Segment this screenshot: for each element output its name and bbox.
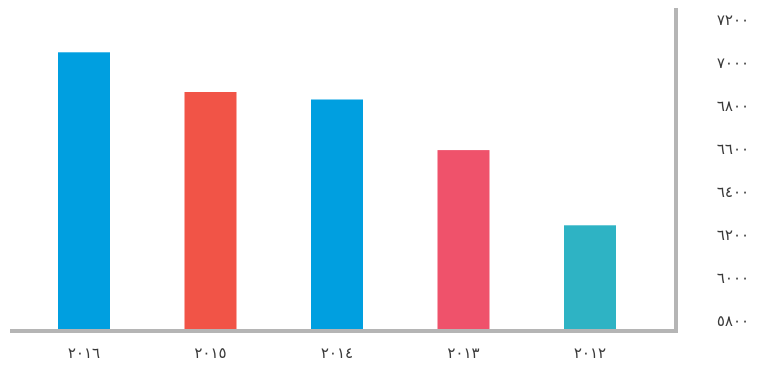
x-tick-label: ٢٠١٥ bbox=[194, 344, 226, 362]
x-tick-label: ٢٠١٦ bbox=[68, 344, 100, 362]
x-category-labels: ٢٠١٦ ٢٠١٥ ٢٠١٤ ٢٠١٣ ٢٠١٢ bbox=[68, 344, 606, 362]
y-tick-label: ٥٨٠٠ bbox=[717, 312, 749, 330]
x-tick-label: ٢٠١٢ bbox=[574, 344, 606, 362]
bar-2 bbox=[311, 99, 363, 329]
y-axis-line bbox=[674, 8, 678, 333]
bar-3 bbox=[437, 150, 490, 329]
x-axis-line bbox=[10, 329, 678, 333]
x-tick-label: ٢٠١٣ bbox=[447, 344, 479, 362]
y-tick-label: ٧٢٠٠ bbox=[717, 11, 749, 29]
x-tick-label: ٢٠١٤ bbox=[321, 344, 353, 362]
y-tick-label: ٦٨٠٠ bbox=[717, 97, 749, 115]
y-tick-label: ٦٤٠٠ bbox=[717, 183, 749, 201]
bar-0 bbox=[58, 52, 110, 330]
y-tick-label: ٧٠٠٠ bbox=[717, 54, 749, 72]
axes-layer bbox=[10, 8, 678, 333]
y-tick-labels: ٥٨٠٠ ٦٠٠٠ ٦٢٠٠ ٦٤٠٠ ٦٦٠٠ ٦٨٠٠ ٧٠٠٠ ٧٢٠٠ bbox=[717, 11, 749, 330]
y-tick-label: ٦٠٠٠ bbox=[717, 269, 749, 287]
y-tick-label: ٦٦٠٠ bbox=[717, 140, 749, 158]
bar-1 bbox=[184, 92, 237, 329]
bar-4 bbox=[564, 225, 616, 329]
y-tick-label: ٦٢٠٠ bbox=[717, 226, 749, 244]
bars-layer bbox=[58, 52, 616, 330]
